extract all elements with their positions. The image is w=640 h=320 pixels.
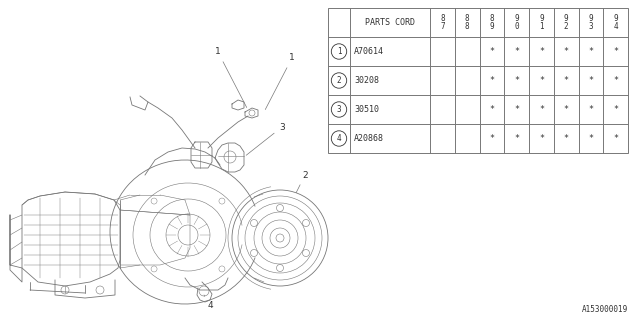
Text: *: * [564, 134, 568, 143]
Text: 1: 1 [215, 47, 247, 108]
Text: 9: 9 [515, 14, 519, 23]
Text: *: * [564, 76, 568, 85]
Text: 2: 2 [296, 171, 308, 193]
Text: 4: 4 [337, 134, 341, 143]
Text: *: * [613, 76, 618, 85]
Text: 1: 1 [539, 22, 544, 31]
Text: 2: 2 [564, 22, 568, 31]
Text: *: * [564, 105, 568, 114]
Text: 0: 0 [515, 22, 519, 31]
Text: 3: 3 [589, 22, 593, 31]
Text: *: * [539, 134, 544, 143]
Text: 8: 8 [465, 14, 469, 23]
Text: A20868: A20868 [354, 134, 384, 143]
Text: *: * [514, 47, 519, 56]
Text: 3: 3 [337, 105, 341, 114]
Text: 8: 8 [465, 22, 469, 31]
Text: *: * [514, 134, 519, 143]
Text: *: * [588, 105, 593, 114]
Text: *: * [539, 47, 544, 56]
Text: 9: 9 [564, 14, 568, 23]
Text: *: * [514, 76, 519, 85]
Text: 3: 3 [246, 123, 285, 155]
Text: *: * [613, 134, 618, 143]
Text: *: * [564, 47, 568, 56]
Text: 8: 8 [490, 14, 494, 23]
Text: *: * [588, 47, 593, 56]
Text: 4: 4 [613, 22, 618, 31]
Text: 2: 2 [337, 76, 341, 85]
Text: 9: 9 [539, 14, 544, 23]
Text: *: * [613, 105, 618, 114]
Text: 30510: 30510 [354, 105, 379, 114]
Text: 1: 1 [265, 53, 295, 109]
Bar [328, 8, 628, 153]
Text: *: * [490, 76, 494, 85]
Text: *: * [588, 76, 593, 85]
Text: *: * [514, 105, 519, 114]
Text: *: * [490, 105, 494, 114]
Text: 7: 7 [440, 22, 445, 31]
Text: *: * [588, 134, 593, 143]
Text: A70614: A70614 [354, 47, 384, 56]
Text: *: * [539, 105, 544, 114]
Text: 1: 1 [337, 47, 341, 56]
Text: PARTS CORD: PARTS CORD [365, 18, 415, 27]
Text: *: * [490, 47, 494, 56]
Text: 9: 9 [613, 14, 618, 23]
Text: 4: 4 [204, 295, 213, 310]
Text: 9: 9 [490, 22, 494, 31]
Text: 9: 9 [589, 14, 593, 23]
Text: *: * [539, 76, 544, 85]
Text: *: * [490, 134, 494, 143]
Text: 30208: 30208 [354, 76, 379, 85]
Text: *: * [613, 47, 618, 56]
Text: A153000019: A153000019 [582, 305, 628, 314]
Text: 8: 8 [440, 14, 445, 23]
